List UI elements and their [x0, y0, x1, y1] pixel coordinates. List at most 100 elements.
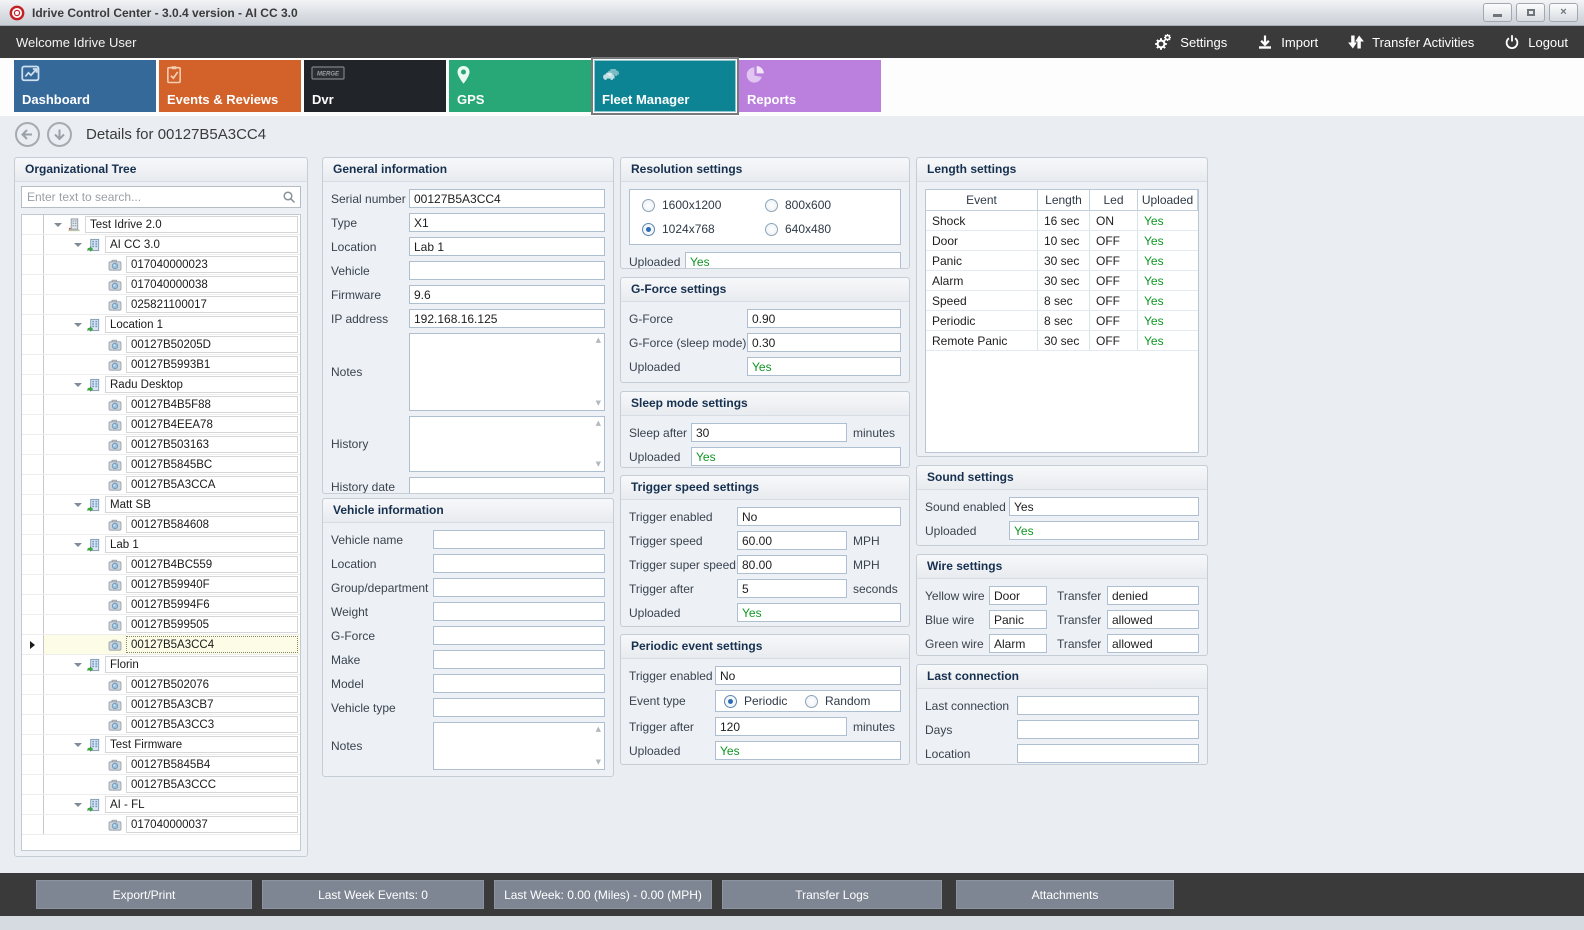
table-row[interactable]: Door 10 sec OFF Yes — [926, 231, 1198, 251]
last-connection-input[interactable] — [1017, 696, 1199, 715]
g-force-sleep-mode-input[interactable] — [747, 333, 901, 352]
blue-wire-input[interactable] — [989, 610, 1047, 629]
history-date-input[interactable] — [409, 477, 605, 493]
radio-1024x768[interactable]: 1024x768 — [642, 222, 765, 236]
expander-icon[interactable] — [74, 242, 82, 247]
transfer-activities-button[interactable]: Transfer Activities — [1348, 33, 1474, 51]
minimize-button[interactable] — [1483, 3, 1512, 22]
table-row[interactable]: Alarm 30 sec OFF Yes — [926, 271, 1198, 291]
expander-icon[interactable] — [74, 542, 82, 547]
tree-item-00127b584608[interactable]: 00127B584608 — [22, 515, 300, 535]
trigger-after-input[interactable] — [715, 717, 847, 736]
firmware-input[interactable] — [409, 285, 605, 304]
table-row[interactable]: Remote Panic 30 sec OFF Yes — [926, 331, 1198, 351]
tree-item-017040000023[interactable]: 017040000023 — [22, 255, 300, 275]
tree-item-ai-cc-3-0[interactable]: AI CC 3.0 — [22, 235, 300, 255]
notes-textarea[interactable]: ▲ ▼ — [409, 333, 605, 411]
tab-gps[interactable]: GPS — [449, 60, 591, 112]
radio-1600x1200[interactable]: 1600x1200 — [642, 198, 765, 212]
green-wire-transfer-input[interactable] — [1107, 634, 1199, 653]
trigger-enabled-input[interactable] — [715, 666, 901, 685]
tree-item-00127b59940f[interactable]: 00127B59940F — [22, 575, 300, 595]
vehicle-type-input[interactable] — [433, 698, 605, 717]
vehicle-input[interactable] — [409, 261, 605, 280]
logout-button[interactable]: Logout — [1504, 33, 1568, 51]
import-button[interactable]: Import — [1257, 33, 1318, 51]
tree-item-00127b5845bc[interactable]: 00127B5845BC — [22, 455, 300, 475]
g-force-input[interactable] — [747, 309, 901, 328]
tab-dvr[interactable]: MERGE Dvr — [304, 60, 446, 112]
trigger-speed-input[interactable] — [737, 531, 847, 550]
location-input[interactable] — [1017, 744, 1199, 763]
serial-number-input[interactable] — [409, 189, 605, 208]
tree-item-lab-1[interactable]: Lab 1 — [22, 535, 300, 555]
last-week-events-button[interactable]: Last Week Events: 0 — [262, 880, 484, 909]
table-row[interactable]: Panic 30 sec OFF Yes — [926, 251, 1198, 271]
green-wire-input[interactable] — [989, 634, 1047, 653]
tree-item-location-1[interactable]: Location 1 — [22, 315, 300, 335]
blue-wire-transfer-input[interactable] — [1107, 610, 1199, 629]
expander-icon[interactable] — [74, 802, 82, 807]
tree-item-00127b5845b4[interactable]: 00127B5845B4 — [22, 755, 300, 775]
radio-640x480[interactable]: 640x480 — [765, 222, 888, 236]
last-week-miles-button[interactable]: Last Week: 0.00 (Miles) - 0.00 (MPH) — [494, 880, 712, 909]
tab-events-reviews[interactable]: Events & Reviews — [159, 60, 301, 112]
trigger-after-input[interactable] — [737, 579, 847, 598]
tree-item-00127b4bc559[interactable]: 00127B4BC559 — [22, 555, 300, 575]
scroll-down-button[interactable] — [46, 121, 73, 148]
model-input[interactable] — [433, 674, 605, 693]
transfer-logs-button[interactable]: Transfer Logs — [722, 880, 942, 909]
table-row[interactable]: Periodic 8 sec OFF Yes — [926, 311, 1198, 331]
close-button[interactable]: × — [1549, 3, 1578, 22]
table-row[interactable]: Shock 16 sec ON Yes — [926, 211, 1198, 231]
yellow-wire-input[interactable] — [989, 586, 1047, 605]
ip-address-input[interactable] — [409, 309, 605, 328]
trigger-super-speed-input[interactable] — [737, 555, 847, 574]
radio-800x600[interactable]: 800x600 — [765, 198, 888, 212]
settings-button[interactable]: Settings — [1154, 33, 1227, 51]
expander-icon[interactable] — [74, 662, 82, 667]
tree-item-017040000037[interactable]: 017040000037 — [22, 815, 300, 835]
tree-item-00127b5994f6[interactable]: 00127B5994F6 — [22, 595, 300, 615]
tree-item-00127b50205d[interactable]: 00127B50205D — [22, 335, 300, 355]
tree-item-00127b5a3cb7[interactable]: 00127B5A3CB7 — [22, 695, 300, 715]
tree-item-00127b5a3cc4[interactable]: 00127B5A3CC4 — [22, 635, 300, 655]
tree-item-00127b503163[interactable]: 00127B503163 — [22, 435, 300, 455]
vehicle-name-input[interactable] — [433, 530, 605, 549]
radio-random[interactable]: Random — [804, 694, 870, 708]
trigger-enabled-input[interactable] — [737, 507, 901, 526]
tree-item-ai-fl[interactable]: AI - FL — [22, 795, 300, 815]
tree-item-00127b5a3ccc[interactable]: 00127B5A3CCC — [22, 775, 300, 795]
tab-dashboard[interactable]: Dashboard — [14, 60, 156, 112]
tree-item-017040000038[interactable]: 017040000038 — [22, 275, 300, 295]
table-row[interactable]: Speed 8 sec OFF Yes — [926, 291, 1198, 311]
tree-item-00127b502076[interactable]: 00127B502076 — [22, 675, 300, 695]
sound-enabled-input[interactable] — [1009, 497, 1199, 516]
history-textarea[interactable]: ▲ ▼ — [409, 416, 605, 472]
notes-textarea[interactable]: ▲ ▼ — [433, 722, 605, 770]
expander-icon[interactable] — [74, 742, 82, 747]
tree-item-00127b599505[interactable]: 00127B599505 — [22, 615, 300, 635]
make-input[interactable] — [433, 650, 605, 669]
tree-item-00127b4eea78[interactable]: 00127B4EEA78 — [22, 415, 300, 435]
expander-icon[interactable] — [54, 222, 62, 227]
maximize-button[interactable] — [1516, 3, 1545, 22]
yellow-wire-transfer-input[interactable] — [1107, 586, 1199, 605]
search-input[interactable] — [21, 186, 301, 208]
g-force-input[interactable] — [433, 626, 605, 645]
tree-item-radu-desktop[interactable]: Radu Desktop — [22, 375, 300, 395]
export-print-button[interactable]: Export/Print — [36, 880, 252, 909]
type-input[interactable] — [409, 213, 605, 232]
group-department-input[interactable] — [433, 578, 605, 597]
tab-fleet-manager[interactable]: Fleet Manager — [591, 57, 739, 115]
days-input[interactable] — [1017, 720, 1199, 739]
tree-item-00127b5a3cca[interactable]: 00127B5A3CCA — [22, 475, 300, 495]
weight-input[interactable] — [433, 602, 605, 621]
location-input[interactable] — [409, 237, 605, 256]
location-input[interactable] — [433, 554, 605, 573]
tree-item-test-firmware[interactable]: Test Firmware — [22, 735, 300, 755]
tab-reports[interactable]: Reports — [739, 60, 881, 112]
expander-icon[interactable] — [74, 502, 82, 507]
sleep-after-input[interactable] — [691, 423, 847, 442]
tree-item-025821100017[interactable]: 025821100017 — [22, 295, 300, 315]
